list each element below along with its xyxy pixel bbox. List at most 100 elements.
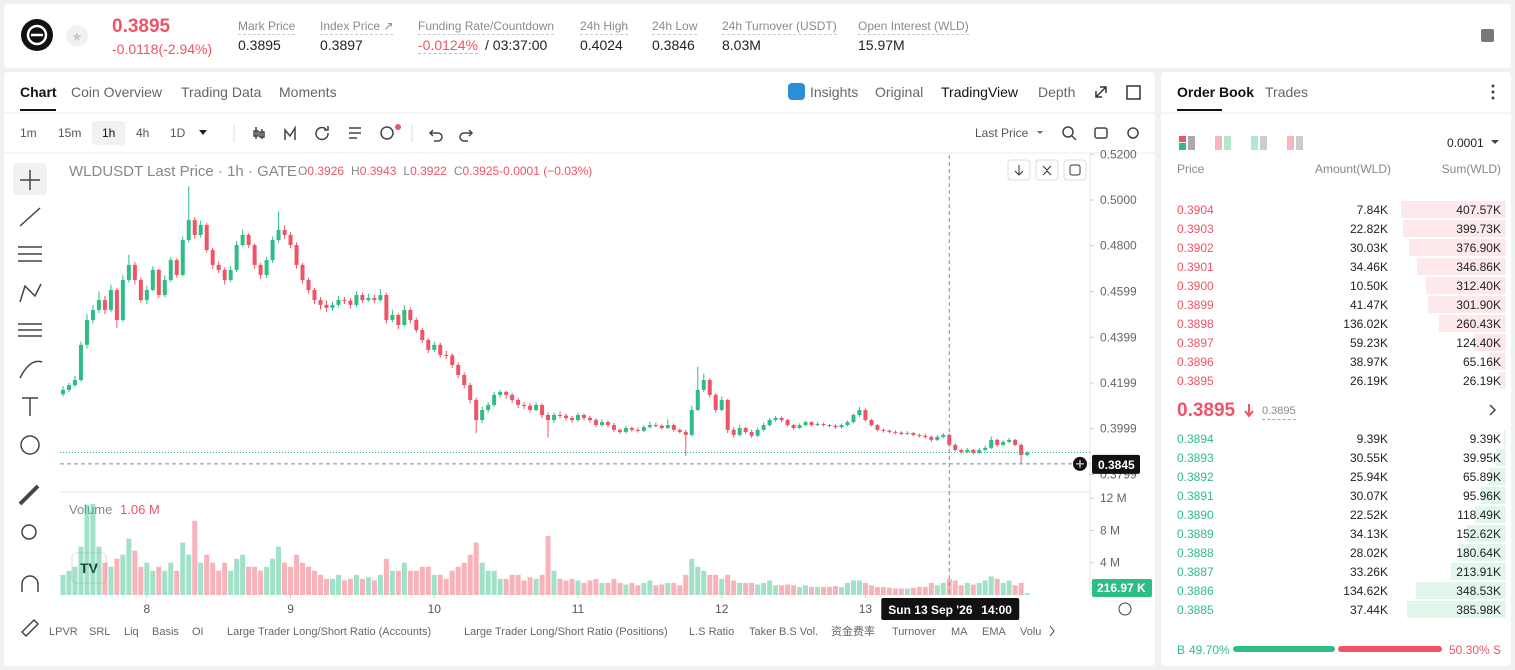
channel-tool[interactable] xyxy=(18,246,42,262)
indicator[interactable]: 资金费率 xyxy=(831,626,875,638)
stat-label: Mark Price xyxy=(238,19,296,35)
interval[interactable]: 1D xyxy=(170,126,186,140)
ob-sum: 312.40K xyxy=(1456,279,1501,293)
undo-icon[interactable] xyxy=(428,129,443,142)
indicator[interactable]: Liq xyxy=(124,626,139,638)
interval[interactable]: 1m xyxy=(20,126,37,140)
brush-tool[interactable] xyxy=(19,360,43,379)
expand-icon[interactable] xyxy=(1095,86,1107,98)
volume-bar xyxy=(264,566,270,595)
ob-sum: 118.49K xyxy=(1457,508,1501,522)
candle-body xyxy=(168,260,173,280)
indicator[interactable]: L.S Ratio xyxy=(689,626,735,638)
view-icon[interactable] xyxy=(1251,136,1258,150)
ob-amount: 25.94K xyxy=(1349,470,1388,484)
indicator[interactable]: Basis xyxy=(152,626,179,638)
volume-bar xyxy=(503,578,509,595)
ob-tab[interactable]: Trades xyxy=(1265,84,1309,100)
fib-tool[interactable] xyxy=(18,323,42,337)
view-icon[interactable] xyxy=(1215,136,1222,150)
candle-body xyxy=(815,423,820,426)
volume-bar xyxy=(952,580,958,595)
candle-body xyxy=(510,394,515,400)
view-icon[interactable] xyxy=(1287,136,1294,150)
mid-chevron[interactable] xyxy=(1489,404,1497,416)
view-tab[interactable]: Original xyxy=(875,84,924,100)
interval[interactable]: 15m xyxy=(58,126,82,140)
tab[interactable]: Coin Overview xyxy=(71,84,163,100)
x-tick-label: 13 xyxy=(859,602,873,616)
magnet-tool[interactable] xyxy=(21,575,39,592)
header-icon[interactable] xyxy=(1481,29,1494,42)
ratio-sell-tag: S xyxy=(1493,643,1502,657)
text-tool[interactable] xyxy=(22,397,38,416)
candle-body xyxy=(276,229,281,240)
crosshair-tool[interactable] xyxy=(20,170,40,190)
interval-caret[interactable] xyxy=(199,130,207,135)
tab[interactable]: Chart xyxy=(20,84,57,100)
pencil-tool[interactable] xyxy=(20,618,40,638)
volume-bar xyxy=(144,562,150,595)
chart-btn[interactable] xyxy=(1063,159,1087,181)
candle-body xyxy=(839,425,844,428)
indicator[interactable]: Turnover xyxy=(892,626,936,638)
line-tool[interactable] xyxy=(19,207,41,227)
redo-icon[interactable] xyxy=(459,129,474,142)
view-icon[interactable] xyxy=(1179,136,1186,142)
price-type[interactable]: Last Price xyxy=(975,126,1029,140)
view-tab[interactable]: TradingView xyxy=(941,84,1019,100)
volume-bar xyxy=(557,578,563,595)
view-tab[interactable]: Insights xyxy=(810,84,859,100)
stat-label: 24h Turnover (USDT) xyxy=(722,19,837,35)
search-icon[interactable] xyxy=(1062,126,1074,138)
camera-icon[interactable] xyxy=(1094,127,1108,139)
more-indicators[interactable] xyxy=(1049,625,1055,637)
indicator[interactable]: EMA xyxy=(982,626,1006,638)
volume-bar xyxy=(982,580,988,595)
indicator[interactable]: OI xyxy=(192,626,204,638)
price-type-caret[interactable] xyxy=(1037,131,1043,134)
measure-tool[interactable] xyxy=(18,484,40,506)
replay-icon[interactable] xyxy=(315,126,329,141)
view-tab[interactable]: Depth xyxy=(1038,84,1076,100)
candle-body xyxy=(899,432,904,434)
indicator[interactable]: Volu xyxy=(1020,626,1042,638)
template-icon[interactable] xyxy=(349,127,361,139)
crosshair-price: 0.3845 xyxy=(1098,458,1135,472)
indicator[interactable]: SRL xyxy=(89,626,111,638)
menu-dot[interactable] xyxy=(1491,84,1495,88)
ob-tab[interactable]: Order Book xyxy=(1177,84,1255,100)
candle-body xyxy=(971,449,976,453)
pattern-tool[interactable] xyxy=(19,283,42,303)
volume-bar xyxy=(353,574,359,595)
step-caret[interactable] xyxy=(1491,140,1499,144)
ob-step[interactable]: 0.0001 xyxy=(1447,136,1484,150)
volume-bar xyxy=(461,562,467,595)
candle-body xyxy=(138,279,143,301)
indicator[interactable]: LPVR xyxy=(49,626,78,638)
candle-body xyxy=(504,391,509,395)
tab[interactable]: Trading Data xyxy=(181,84,262,100)
axis-settings[interactable] xyxy=(1118,602,1132,616)
indicator[interactable]: Taker B.S Vol. xyxy=(749,626,819,638)
indicator-icon[interactable] xyxy=(284,125,296,140)
depth-bar xyxy=(1401,201,1506,218)
candle-body xyxy=(677,429,682,432)
candle-type-icon[interactable] xyxy=(253,127,265,139)
indicator[interactable]: Large Trader Long/Short Ratio (Accounts) xyxy=(227,626,432,638)
tab[interactable]: Moments xyxy=(279,84,337,100)
interval[interactable]: 1h xyxy=(102,126,116,140)
window-icon[interactable] xyxy=(1126,85,1141,100)
settings-icon[interactable] xyxy=(1127,127,1139,139)
indicator[interactable]: MA xyxy=(951,626,968,638)
interval[interactable]: 4h xyxy=(136,126,150,140)
emoji-tool[interactable] xyxy=(20,435,40,455)
add-icon[interactable] xyxy=(380,126,394,140)
volume-bar xyxy=(306,566,312,595)
favorite[interactable] xyxy=(66,25,88,47)
indicator[interactable]: Large Trader Long/Short Ratio (Positions… xyxy=(464,626,668,638)
zoom-tool[interactable] xyxy=(21,524,37,540)
candle-body xyxy=(336,300,341,305)
